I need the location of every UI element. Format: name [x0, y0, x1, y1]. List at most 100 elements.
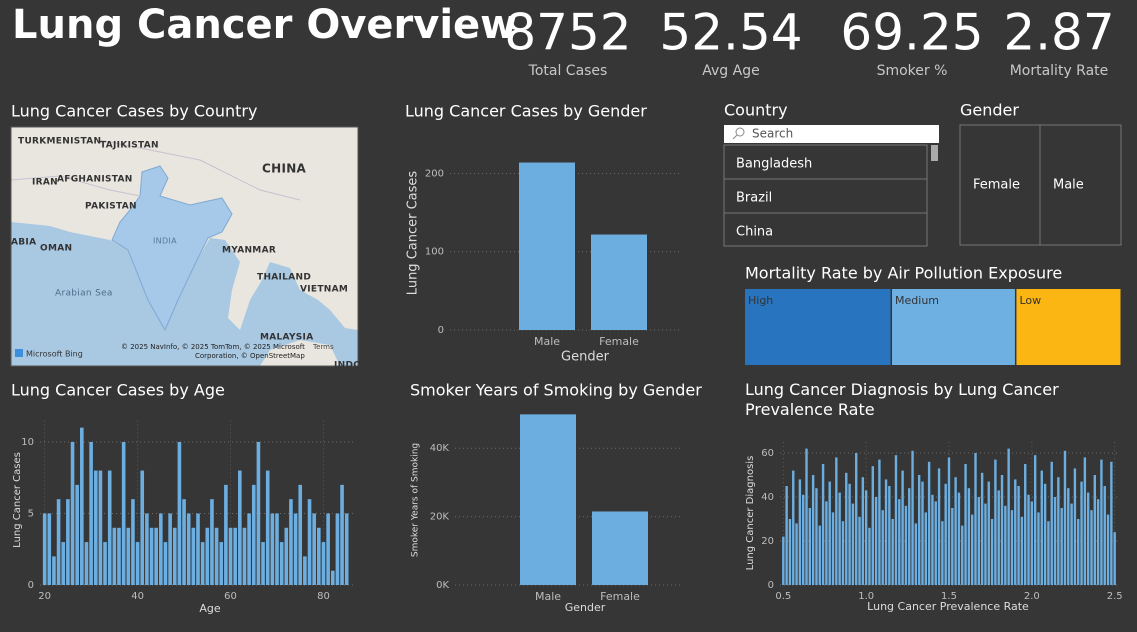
bar	[70, 441, 75, 585]
bar	[242, 527, 247, 585]
bar	[951, 508, 954, 585]
bar	[233, 527, 237, 585]
map-border	[10, 126, 359, 367]
slicer-item[interactable]: Brazil	[736, 191, 772, 206]
search-box[interactable]	[724, 125, 939, 143]
bar	[1060, 508, 1063, 585]
slicer-tile[interactable]: Female	[973, 178, 1020, 193]
slicer-list	[723, 144, 928, 247]
bar	[788, 519, 792, 585]
search-icon	[735, 127, 745, 137]
x-tick-label: 2.0	[1024, 591, 1040, 602]
bar	[931, 494, 934, 585]
y-axis-label: Lung Cancer Cases	[406, 171, 421, 296]
bar	[841, 521, 845, 585]
map-label: MYANMAR	[222, 246, 276, 256]
scrollbar[interactable]	[931, 145, 938, 161]
chart-title: Lung Cancer Diagnosis by Lung Cancer Pre…	[745, 380, 1059, 419]
slicer-title: Country	[724, 101, 788, 120]
x-tick-label: Male	[535, 590, 561, 603]
bar	[1053, 497, 1057, 585]
bar	[994, 459, 997, 585]
x-tick-label: 0.5	[775, 591, 791, 602]
bar	[219, 542, 224, 585]
bar	[200, 542, 205, 585]
slicer-item[interactable]: China	[736, 225, 773, 240]
bar	[159, 513, 163, 585]
slicer-item[interactable]: Bangladesh	[736, 157, 812, 172]
x-tick-label: 60	[224, 591, 237, 602]
bar	[154, 527, 158, 585]
bar	[1093, 475, 1097, 585]
bar	[961, 525, 964, 585]
bar	[335, 513, 340, 585]
bar	[1057, 477, 1060, 585]
bar	[974, 453, 977, 585]
slicer-tile[interactable]: Male	[1053, 178, 1084, 193]
bar	[914, 523, 918, 585]
kpi-value: 8752	[504, 4, 631, 62]
bar	[851, 503, 855, 585]
y-tick-label: 40K	[430, 443, 450, 454]
bar	[815, 488, 818, 585]
bar	[845, 472, 848, 585]
bar	[103, 542, 107, 585]
bar	[980, 472, 984, 585]
bar	[591, 234, 647, 330]
y-tick-label: 0	[438, 325, 444, 336]
bar	[1017, 486, 1020, 585]
dashboard-title: Lung Cancer Overview	[12, 2, 517, 48]
y-tick-label: 5	[28, 508, 34, 519]
y-axis-label: Lung Cancer Diagnosis	[745, 456, 756, 571]
map	[11, 127, 358, 366]
bar	[825, 501, 828, 585]
bar	[1106, 514, 1110, 585]
bar	[957, 492, 961, 585]
bar	[894, 455, 898, 585]
x-tick-label: 2.5	[1107, 591, 1123, 602]
y-tick-label: 100	[425, 247, 444, 258]
bar	[1004, 505, 1007, 585]
bar	[898, 499, 901, 585]
bar	[970, 514, 974, 585]
search-icon	[732, 134, 738, 140]
x-tick-label: 1.0	[858, 591, 874, 602]
chart-title: Smoker Years of Smoking by Gender	[410, 381, 702, 400]
bar	[908, 488, 911, 585]
y-tick-label: 10	[21, 437, 34, 448]
x-tick-label: 80	[317, 591, 330, 602]
bar	[934, 501, 937, 585]
bar	[1030, 501, 1034, 585]
y-tick-label: 40	[761, 492, 774, 503]
kpi-label: Avg Age	[702, 63, 759, 79]
y-tick-label: 0	[768, 580, 774, 591]
y-axis-label: Smoker Years of Smoking	[411, 443, 421, 557]
bar	[1043, 483, 1047, 585]
bar	[261, 542, 265, 585]
bar	[1010, 510, 1014, 585]
y-tick-label: 200	[425, 168, 444, 179]
panel-title: Lung Cancer Cases by Country	[11, 102, 257, 121]
bar	[61, 542, 66, 585]
bar	[205, 527, 210, 585]
map-label: TURKMENISTAN	[18, 137, 101, 147]
bar	[964, 464, 967, 585]
y-tick-label: 20K	[430, 512, 450, 523]
map-label: THAILAND	[257, 273, 311, 283]
bar	[858, 516, 861, 585]
bar	[117, 527, 121, 585]
bar	[247, 513, 251, 585]
kpi-value: 2.87	[1003, 4, 1114, 62]
bar	[1024, 464, 1027, 585]
bar	[1014, 479, 1017, 585]
bar	[835, 457, 838, 585]
bar	[831, 512, 835, 585]
bar	[864, 490, 868, 585]
map-highlight	[111, 165, 233, 332]
bar	[1070, 503, 1073, 585]
bar	[163, 542, 168, 585]
bar	[1033, 455, 1037, 585]
bar	[186, 513, 191, 585]
map-label: PAKISTAN	[85, 202, 137, 212]
